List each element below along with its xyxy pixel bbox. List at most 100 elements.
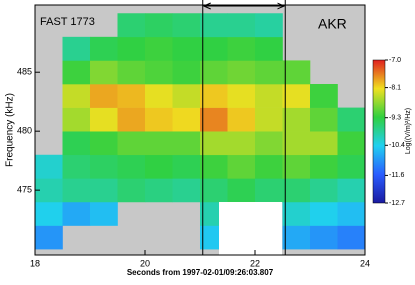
heat-cell bbox=[255, 178, 283, 203]
heat-cell bbox=[62, 84, 91, 108]
heat-cell bbox=[337, 201, 366, 226]
heat-cell bbox=[117, 131, 146, 156]
heat-cell bbox=[337, 107, 366, 132]
heat-cell bbox=[255, 36, 283, 61]
heat-cell bbox=[117, 107, 146, 132]
heat-cell bbox=[200, 60, 228, 85]
heat-cell bbox=[227, 36, 256, 61]
heat-cell bbox=[145, 131, 173, 156]
data-gap bbox=[219, 202, 282, 255]
annotation: FAST 1773 bbox=[40, 16, 95, 28]
y-tick-label: 485 bbox=[17, 67, 32, 77]
heat-cell bbox=[200, 178, 228, 203]
colorbar-label: Log((V/m)²/Hz) bbox=[405, 108, 412, 154]
heat-cell bbox=[117, 60, 146, 85]
heat-cell bbox=[255, 84, 283, 108]
x-tick-label: 18 bbox=[30, 258, 40, 268]
heat-cell bbox=[172, 84, 201, 108]
x-tick-label: 22 bbox=[250, 258, 260, 268]
heat-cell bbox=[282, 178, 311, 203]
heat-cell bbox=[200, 36, 228, 61]
heat-cell bbox=[310, 107, 338, 132]
colorbar-tick-label: -12.7 bbox=[389, 200, 405, 207]
heat-cell bbox=[337, 178, 366, 203]
x-tick-label: 24 bbox=[360, 258, 370, 268]
heat-cell bbox=[282, 84, 311, 108]
heat-cell bbox=[200, 107, 228, 132]
heat-cell bbox=[62, 107, 91, 132]
heat-cell bbox=[255, 131, 283, 156]
heat-cell bbox=[145, 13, 173, 38]
heat-cell bbox=[282, 107, 311, 132]
heat-cell bbox=[117, 84, 146, 108]
heat-cell bbox=[62, 154, 91, 179]
heat-cell bbox=[172, 13, 201, 38]
heat-cell bbox=[35, 201, 63, 226]
heat-cell bbox=[90, 178, 118, 203]
heat-cell bbox=[145, 84, 173, 108]
heat-cell bbox=[62, 131, 91, 156]
heat-cell bbox=[337, 131, 366, 156]
heat-cell bbox=[200, 131, 228, 156]
heat-cell bbox=[310, 131, 338, 156]
heat-cell bbox=[282, 154, 311, 179]
heat-cell bbox=[90, 131, 118, 156]
heat-cell bbox=[90, 84, 118, 108]
heat-cell bbox=[145, 178, 173, 203]
heat-cell bbox=[62, 60, 91, 85]
heat-cell bbox=[282, 60, 311, 85]
heat-cell bbox=[62, 178, 91, 203]
heat-cell bbox=[35, 178, 63, 203]
x-tick-label: 20 bbox=[140, 258, 150, 268]
heat-cell bbox=[310, 225, 338, 250]
colorbar-tick-label: -7.0 bbox=[389, 57, 401, 64]
heat-cell bbox=[90, 201, 118, 226]
heat-cell bbox=[172, 131, 201, 156]
heat-cell bbox=[227, 84, 256, 108]
colorbar-tick-label: -10.4 bbox=[389, 142, 405, 149]
heat-cell bbox=[117, 36, 146, 61]
heat-cell bbox=[117, 178, 146, 203]
colorbar-tick-label: -11.6 bbox=[389, 172, 405, 179]
heat-cell bbox=[62, 36, 91, 61]
annotation: AKR bbox=[318, 16, 347, 32]
plot-frame bbox=[34, 4, 366, 256]
colorbar-tick-label: -8.1 bbox=[389, 84, 401, 91]
heat-cell bbox=[172, 60, 201, 85]
heat-cell bbox=[282, 225, 311, 250]
heat-cell bbox=[90, 107, 118, 132]
heat-cell bbox=[310, 178, 338, 203]
y-tick-label: 480 bbox=[17, 126, 32, 136]
heat-cell bbox=[200, 154, 228, 179]
colorbar-tick-label: -9.3 bbox=[389, 115, 401, 122]
heat-cell bbox=[337, 225, 366, 250]
heat-cell bbox=[35, 225, 63, 250]
heat-cell bbox=[90, 60, 118, 85]
heat-cell bbox=[90, 36, 118, 61]
heat-cell bbox=[255, 13, 283, 38]
heat-cell bbox=[172, 178, 201, 203]
heat-cell bbox=[35, 154, 63, 179]
y-tick-label: 475 bbox=[17, 185, 32, 195]
heat-cell bbox=[282, 201, 311, 226]
heat-cell bbox=[117, 154, 146, 179]
heat-cell bbox=[172, 107, 201, 132]
heat-cell bbox=[255, 107, 283, 132]
heat-cell bbox=[255, 154, 283, 179]
heat-cell bbox=[145, 36, 173, 61]
heat-cell bbox=[145, 107, 173, 132]
heat-cell bbox=[255, 60, 283, 85]
colorbar bbox=[372, 59, 386, 204]
x-axis-label: Seconds from 1997-02-01/09:26:03.807 bbox=[127, 268, 274, 277]
heat-cell bbox=[337, 154, 366, 179]
heat-cell bbox=[310, 84, 338, 108]
heat-cell bbox=[227, 13, 256, 38]
heat-cell bbox=[227, 60, 256, 85]
y-axis-label: Frequency (kHz) bbox=[5, 93, 16, 167]
heat-cell bbox=[310, 154, 338, 179]
heat-cell bbox=[145, 154, 173, 179]
heat-cell bbox=[310, 201, 338, 226]
heat-cell bbox=[227, 154, 256, 179]
heat-cell bbox=[172, 154, 201, 179]
